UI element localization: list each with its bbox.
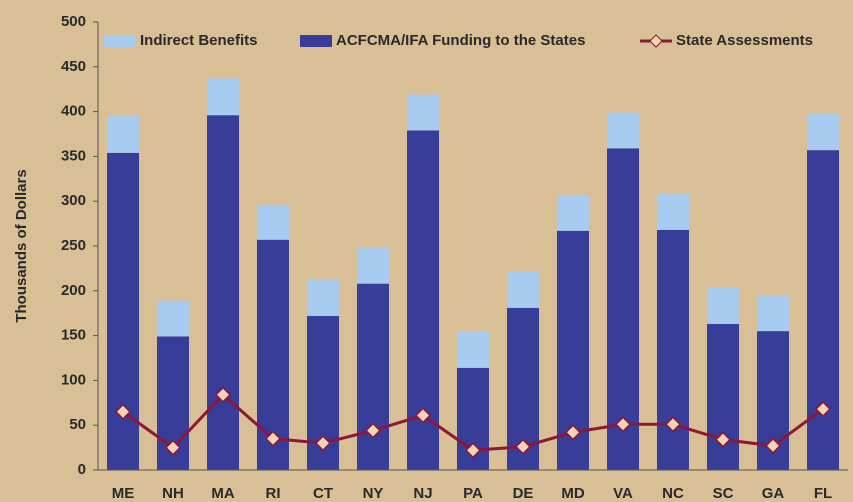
- bar: [807, 113, 839, 151]
- bar: [207, 78, 239, 116]
- x-tick-label: FL: [814, 485, 832, 502]
- marker: [664, 416, 682, 433]
- legend-label: ACFCMA/IFA Funding to the States: [336, 32, 585, 49]
- marker: [264, 430, 282, 447]
- y-tick-label: 0: [78, 461, 86, 478]
- y-tick-label: 350: [61, 147, 86, 164]
- y-tick-label: 300: [61, 192, 86, 209]
- y-tick-label: 400: [61, 103, 86, 120]
- legend-swatch: [300, 35, 332, 47]
- marker: [564, 424, 582, 441]
- x-tick-label: VA: [613, 485, 633, 502]
- bar: [357, 247, 389, 284]
- bar: [207, 115, 239, 471]
- y-tick-label: 500: [61, 13, 86, 30]
- bar: [257, 204, 289, 240]
- bar: [107, 152, 139, 471]
- bar: [107, 116, 139, 153]
- bar: [707, 323, 739, 470]
- marker: [614, 416, 632, 433]
- marker: [414, 407, 432, 424]
- marker: [164, 439, 182, 456]
- y-tick-label: 100: [61, 371, 86, 388]
- marker: [714, 431, 732, 448]
- bar: [607, 112, 639, 149]
- legend-swatch: [104, 35, 136, 47]
- bar: [557, 194, 589, 231]
- x-tick-label: RI: [266, 485, 281, 502]
- x-tick-label: SC: [713, 485, 734, 502]
- x-tick-label: ME: [112, 485, 135, 502]
- bar: [157, 300, 189, 337]
- legend-label: Indirect Benefits: [140, 32, 258, 49]
- y-tick-label: 150: [61, 327, 86, 344]
- x-tick-label: NC: [662, 485, 684, 502]
- bar: [707, 288, 739, 324]
- bar: [307, 280, 339, 316]
- legend-marker: [649, 34, 663, 48]
- x-tick-label: CT: [313, 485, 333, 502]
- marker: [364, 422, 382, 439]
- bar: [457, 332, 489, 368]
- y-axis-label: Thousands of Dollars: [13, 169, 30, 322]
- x-tick-label: GA: [762, 485, 785, 502]
- bar: [657, 229, 689, 470]
- bar: [807, 150, 839, 471]
- y-tick-label: 50: [69, 416, 86, 433]
- bar: [407, 94, 439, 131]
- marker: [814, 401, 832, 418]
- x-tick-label: NH: [162, 485, 184, 502]
- bar: [757, 295, 789, 332]
- y-tick-label: 450: [61, 58, 86, 75]
- y-tick-label: 200: [61, 282, 86, 299]
- bar: [507, 271, 539, 308]
- x-tick-label: PA: [463, 485, 483, 502]
- marker: [314, 435, 332, 452]
- y-tick-label: 250: [61, 237, 86, 254]
- x-tick-label: MA: [211, 485, 234, 502]
- x-tick-label: NY: [363, 485, 384, 502]
- marker: [514, 438, 532, 455]
- legend-label: State Assessments: [676, 32, 813, 49]
- x-tick-label: MD: [561, 485, 584, 502]
- x-tick-label: DE: [513, 485, 534, 502]
- bar: [657, 194, 689, 230]
- marker: [214, 386, 232, 403]
- bar: [357, 283, 389, 470]
- marker: [114, 403, 132, 420]
- marker: [464, 442, 482, 459]
- marker: [764, 437, 782, 454]
- x-tick-label: NJ: [413, 485, 432, 502]
